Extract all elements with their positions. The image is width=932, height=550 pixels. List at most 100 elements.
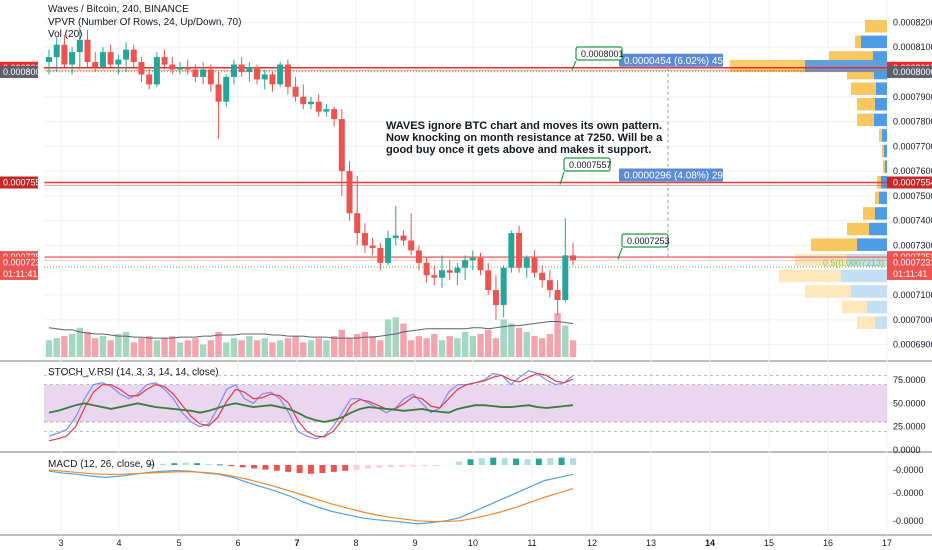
vpvr-indicator-label[interactable]: VPVR (Number Of Rows, 24, Up/Down, 70)	[48, 17, 242, 28]
stoch-series-line	[48, 370, 574, 440]
candle-body	[477, 257, 484, 271]
price-badge-left-label: 0.0007231	[3, 258, 46, 268]
stoch-rsi-title[interactable]: STOCH_V.RSI (14, 3, 3, 14, 14, close)	[48, 367, 219, 378]
candle-body	[385, 238, 392, 263]
candle-body	[408, 240, 415, 251]
macd-series-line	[48, 469, 574, 523]
candle-body	[246, 67, 253, 72]
volume-bar	[161, 338, 168, 357]
measure-label-box	[619, 53, 723, 67]
volume-bar	[346, 338, 353, 357]
volume-profile-bar	[883, 160, 885, 173]
volume-profile-bar	[855, 35, 861, 49]
time-tick-label: 11	[527, 538, 536, 548]
macd-histogram-bar	[159, 463, 166, 465]
candle-body	[308, 101, 314, 105]
macd-histogram-bar	[353, 465, 360, 470]
price-badge-left-label: 0.0008000	[3, 67, 46, 77]
volume-profile-bar	[875, 207, 887, 220]
volume-bar	[276, 340, 284, 357]
candle-body	[292, 86, 299, 97]
macd-histogram-bar	[182, 462, 189, 465]
candle-body	[138, 62, 145, 75]
candle-body	[84, 39, 91, 63]
volume-bar	[361, 331, 369, 357]
candle-body	[539, 272, 546, 281]
volume-profile-bar	[861, 35, 887, 49]
macd-histogram-bar	[171, 463, 178, 465]
volume-bar	[99, 336, 107, 357]
macd-panel: -0.0000 -0.0000 -0.0000	[48, 457, 924, 526]
volume-bar	[477, 334, 484, 357]
candle-body	[153, 57, 160, 85]
time-tick-label: 8	[353, 538, 358, 548]
time-tick-label: 6	[235, 538, 240, 548]
volume-profile-bar	[869, 222, 887, 236]
volume-profile-bar	[867, 300, 887, 314]
macd-histogram-bar	[296, 465, 303, 474]
candle-body	[562, 255, 569, 300]
chart-annotation-text: WAVES ignore BTC chart and moves its own…	[386, 120, 663, 156]
macd-histogram-bar	[570, 458, 576, 465]
candle-body	[392, 235, 399, 239]
volume-profile-bar	[884, 144, 887, 158]
volume-bars	[45, 313, 577, 357]
candle-body	[570, 255, 576, 261]
macd-histogram-bar	[364, 465, 371, 469]
volume-bar	[392, 317, 399, 357]
macd-histogram-bar	[342, 465, 349, 471]
callout-box	[621, 233, 669, 248]
time-tick-label: 14	[705, 538, 715, 548]
macd-title[interactable]: MACD (12, 26, close, 9)	[48, 459, 155, 470]
macd-tick-label: -0.0000	[893, 465, 924, 475]
volume-profile-bar	[851, 82, 876, 95]
volume-profile-bar	[875, 316, 887, 329]
price-tick-label: 0.0007100	[893, 290, 932, 300]
stoch-series-line	[48, 402, 574, 423]
price-badge-left-label: 01:11:41	[3, 269, 37, 279]
time-tick-label: 9	[412, 538, 417, 548]
volume-profile-bar	[811, 238, 857, 251]
measure-label: 0.0000454 (6.02%) 454	[624, 56, 729, 67]
time-tick-label: 13	[646, 538, 656, 548]
volume-profile-bar	[842, 300, 867, 314]
volume-bar	[84, 331, 91, 357]
price-axis[interactable]: 0.0008200 0.0008100 0.0007900 0.0007800 0.00…	[0, 17, 932, 350]
volume-bar	[292, 336, 299, 357]
volume-bar	[315, 338, 322, 357]
price-tick-label: 0.0007300	[893, 240, 932, 250]
candle-body	[184, 67, 191, 70]
volume-indicator-label[interactable]: Vol (20)	[48, 29, 83, 40]
price-tick-label: 0.0008100	[893, 42, 932, 52]
time-tick-label: 4	[116, 538, 121, 548]
volume-bar	[122, 331, 130, 357]
price-callouts: 0.0000454 (6.02%) 454 0.0000296 (4.08%) 2…	[559, 46, 729, 260]
macd-histogram-bar	[330, 465, 337, 472]
candle-body	[516, 233, 523, 268]
candle-body	[146, 74, 153, 85]
macd-histogram-bar	[262, 465, 269, 470]
volume-bar	[238, 340, 245, 357]
price-badge-left	[0, 267, 38, 280]
candle-body	[523, 257, 530, 268]
time-tick-label: 7	[294, 538, 299, 548]
volume-profile-bar	[885, 160, 887, 173]
volume-bar	[246, 336, 253, 357]
macd-histogram-bar	[387, 465, 394, 468]
chart-title: Waves / Bitcoin, 240, BINANCE	[48, 4, 189, 15]
volume-bar	[323, 340, 330, 357]
volume-bar	[407, 340, 415, 357]
candle-body	[269, 74, 276, 85]
candle-body	[238, 64, 245, 72]
time-tick-label: 5	[176, 538, 181, 548]
volume-profile-bar	[863, 207, 875, 220]
volume-profile-bar	[882, 129, 887, 142]
candle-body	[531, 257, 538, 273]
volume-bar	[223, 342, 230, 357]
volume-profile-bar	[851, 285, 887, 298]
macd-histogram-bar	[399, 465, 406, 467]
macd-histogram-bar	[410, 465, 417, 467]
time-axis[interactable]: 3 4 5 6 7 8 9 10 11 12 13 14 15 16 17	[58, 538, 892, 548]
